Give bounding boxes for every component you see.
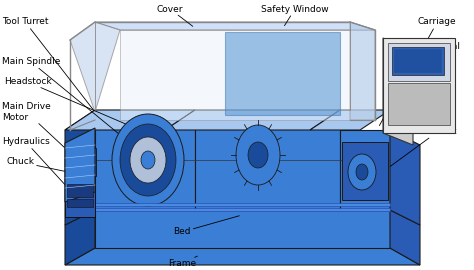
Polygon shape xyxy=(95,110,195,210)
Text: Frame: Frame xyxy=(168,256,198,268)
Bar xyxy=(383,38,455,133)
Polygon shape xyxy=(350,22,375,120)
Ellipse shape xyxy=(112,114,184,206)
Bar xyxy=(388,83,450,125)
Ellipse shape xyxy=(72,150,92,174)
Ellipse shape xyxy=(356,164,368,180)
Polygon shape xyxy=(65,210,95,265)
Text: Headstock: Headstock xyxy=(4,77,126,124)
Polygon shape xyxy=(390,210,420,265)
Ellipse shape xyxy=(141,151,155,169)
Ellipse shape xyxy=(120,124,176,196)
Text: Main Spindle: Main Spindle xyxy=(2,58,128,141)
Bar xyxy=(68,148,96,176)
Polygon shape xyxy=(195,120,340,210)
Text: CNC: CNC xyxy=(410,92,437,106)
Text: Tool Turret: Tool Turret xyxy=(2,18,93,110)
Bar xyxy=(67,199,93,207)
Ellipse shape xyxy=(130,137,166,183)
Text: Tailstock: Tailstock xyxy=(390,127,456,166)
Ellipse shape xyxy=(236,125,280,185)
Polygon shape xyxy=(120,30,375,120)
Polygon shape xyxy=(340,130,390,210)
Polygon shape xyxy=(383,38,413,145)
Bar xyxy=(388,43,450,81)
Text: Safety Window: Safety Window xyxy=(261,5,329,26)
Polygon shape xyxy=(310,110,390,130)
Polygon shape xyxy=(65,110,195,130)
Polygon shape xyxy=(165,110,340,130)
Polygon shape xyxy=(65,128,95,202)
Bar xyxy=(65,182,95,217)
Polygon shape xyxy=(65,248,420,265)
Bar xyxy=(394,49,442,73)
Polygon shape xyxy=(95,210,390,248)
Text: Monitor: Monitor xyxy=(412,60,453,83)
Ellipse shape xyxy=(248,142,268,168)
Text: Main Drive
Motor: Main Drive Motor xyxy=(2,102,78,160)
Text: Hydraulics: Hydraulics xyxy=(2,137,66,186)
Polygon shape xyxy=(225,32,340,115)
Text: Chuck: Chuck xyxy=(6,157,65,171)
Text: Carriage: Carriage xyxy=(379,18,456,126)
Text: Bed: Bed xyxy=(173,216,239,237)
Polygon shape xyxy=(390,130,420,225)
Polygon shape xyxy=(65,110,95,225)
Text: Cover: Cover xyxy=(157,5,193,26)
Polygon shape xyxy=(342,142,388,200)
Bar xyxy=(392,47,444,75)
Bar xyxy=(67,184,93,197)
Bar xyxy=(95,203,390,206)
Bar xyxy=(95,208,390,211)
Polygon shape xyxy=(95,22,375,30)
Ellipse shape xyxy=(348,154,376,190)
Text: Electrical
Cabinet: Electrical Cabinet xyxy=(412,42,460,70)
Polygon shape xyxy=(70,22,120,112)
